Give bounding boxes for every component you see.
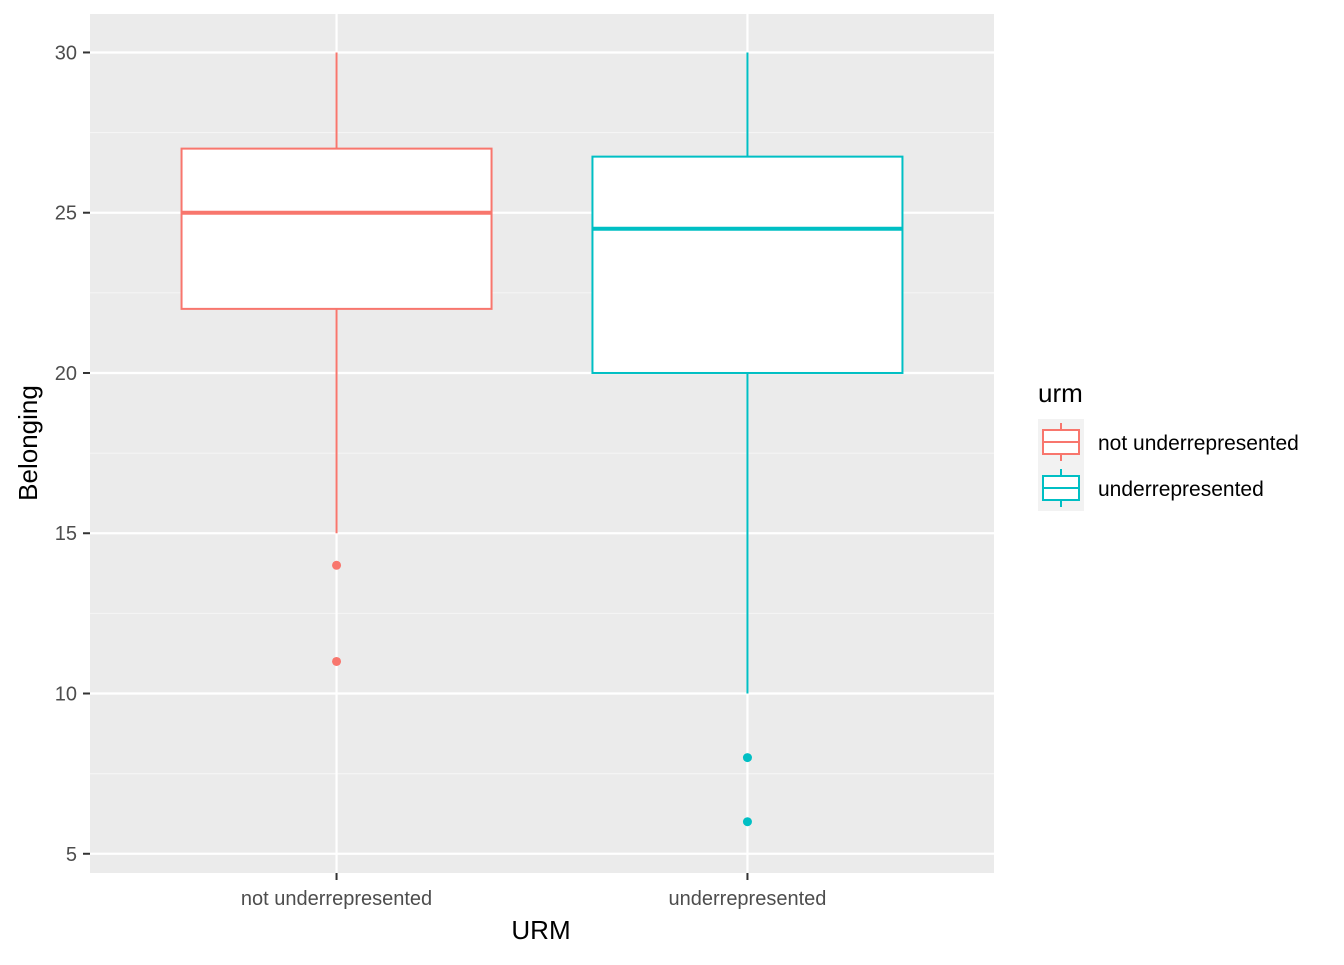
x-tick-label: not underrepresented bbox=[241, 888, 432, 910]
legend-title: urm bbox=[1038, 378, 1083, 408]
axes: 5 10 15 20 25 30 not underrepresented underrepr… bbox=[55, 42, 827, 910]
iqr-box bbox=[180, 147, 493, 310]
y-tick-label: 20 bbox=[55, 363, 77, 385]
y-tick-label: 30 bbox=[55, 42, 77, 64]
x-tick-label: underrepresented bbox=[669, 888, 827, 910]
outlier-point bbox=[742, 817, 752, 827]
y-tick-label: 10 bbox=[55, 684, 77, 706]
legend-entry: not underrepresented bbox=[1038, 419, 1299, 465]
outlier-point bbox=[742, 753, 752, 763]
outlier-point bbox=[332, 560, 342, 570]
legend: urm not underrepresented underrepresented bbox=[1038, 378, 1299, 511]
legend-entry: underrepresented bbox=[1038, 465, 1264, 511]
plot-panel bbox=[90, 14, 994, 873]
x-axis-title: URM bbox=[511, 915, 570, 945]
y-tick-label: 5 bbox=[66, 844, 77, 866]
outlier-point bbox=[332, 656, 342, 666]
y-axis-title: Belonging bbox=[13, 385, 43, 501]
panel-background bbox=[90, 14, 994, 873]
legend-label: not underrepresented bbox=[1098, 432, 1299, 455]
y-tick-label: 15 bbox=[55, 523, 77, 545]
boxes bbox=[180, 52, 904, 827]
y-tick-label: 25 bbox=[55, 203, 77, 225]
box-not-underrepresented bbox=[180, 52, 493, 666]
iqr-box bbox=[591, 155, 904, 374]
box-underrepresented bbox=[591, 52, 904, 827]
legend-label: underrepresented bbox=[1098, 478, 1264, 501]
